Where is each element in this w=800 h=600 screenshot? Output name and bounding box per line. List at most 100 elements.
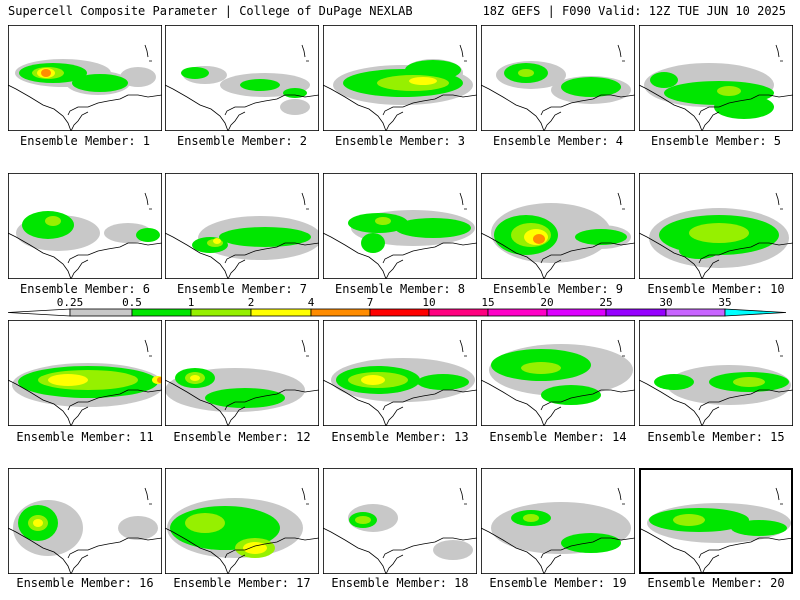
member-map-canvas xyxy=(8,468,162,574)
member-map-9[interactable] xyxy=(481,173,635,279)
scp-contour xyxy=(181,67,209,79)
color-scale-tick-label: 2 xyxy=(247,296,255,309)
color-scale-segment xyxy=(190,308,252,317)
scp-contour xyxy=(533,234,545,244)
coastline xyxy=(481,232,635,279)
scp-contour xyxy=(41,69,51,77)
color-scale-segment xyxy=(487,308,548,317)
map-frame xyxy=(165,173,319,279)
member-map-17[interactable] xyxy=(165,468,319,574)
valid-time: 18Z GEFS | F090 Valid: 12Z TUE JUN 10 20… xyxy=(482,4,786,18)
member-map-3[interactable] xyxy=(323,25,477,131)
scp-contour xyxy=(22,211,74,239)
scp-contour xyxy=(190,375,200,381)
color-scale-tick-label: 15 xyxy=(481,296,495,309)
map-frame xyxy=(323,173,477,279)
scp-contour xyxy=(72,74,128,92)
scp-contour xyxy=(654,374,694,390)
scp-contour xyxy=(243,542,267,554)
member-map-1[interactable] xyxy=(8,25,162,131)
member-map-19[interactable] xyxy=(481,468,635,574)
coastline xyxy=(8,84,162,131)
color-scale-tick-label: 4 xyxy=(307,296,315,309)
member-map-20[interactable] xyxy=(639,468,793,574)
member-map-4[interactable] xyxy=(481,25,635,131)
color-scale-segment xyxy=(428,308,489,317)
member-map-canvas xyxy=(165,25,319,131)
coastline xyxy=(165,527,319,574)
color-scale-min-arrow xyxy=(8,308,71,317)
color-scale-segment xyxy=(605,308,667,317)
member-map-canvas xyxy=(639,173,793,279)
color-scale-tick-label: 0.25 xyxy=(56,296,84,309)
scp-contour xyxy=(157,377,162,383)
coastline xyxy=(8,232,162,279)
scp-contour xyxy=(561,533,621,553)
coastline xyxy=(165,84,319,131)
member-map-5[interactable] xyxy=(639,25,793,131)
lake-outline xyxy=(617,44,625,62)
scp-contour xyxy=(575,229,627,245)
lake-outline xyxy=(459,339,467,357)
member-map-8[interactable] xyxy=(323,173,477,279)
member-map-canvas xyxy=(481,320,635,426)
member-map-14[interactable] xyxy=(481,320,635,426)
member-map-16[interactable] xyxy=(8,468,162,574)
color-scale-segment xyxy=(250,308,312,317)
scp-contour xyxy=(395,218,471,238)
member-map-canvas xyxy=(8,320,162,426)
member-label: Ensemble Member: 18 xyxy=(331,576,469,590)
lake-outline xyxy=(617,192,625,210)
member-map-10[interactable] xyxy=(639,173,793,279)
member-map-15[interactable] xyxy=(639,320,793,426)
lake-outline xyxy=(144,192,152,210)
member-label: Ensemble Member: 17 xyxy=(173,576,311,590)
map-frame xyxy=(639,468,793,574)
member-map-2[interactable] xyxy=(165,25,319,131)
color-scale-bar xyxy=(8,308,787,317)
member-map-canvas xyxy=(639,468,793,574)
member-map-canvas xyxy=(8,173,162,279)
member-map-canvas xyxy=(165,320,319,426)
lake-outline xyxy=(775,487,783,505)
member-map-12[interactable] xyxy=(165,320,319,426)
member-map-7[interactable] xyxy=(165,173,319,279)
scp-contour xyxy=(673,514,705,526)
scp-contour xyxy=(731,520,787,536)
member-map-18[interactable] xyxy=(323,468,477,574)
color-scale-tick-label: 30 xyxy=(659,296,673,309)
member-map-6[interactable] xyxy=(8,173,162,279)
member-map-canvas xyxy=(481,173,635,279)
member-map-canvas xyxy=(165,468,319,574)
member-map-canvas xyxy=(481,25,635,131)
scp-contour xyxy=(689,223,749,243)
color-scale-tick-label: 7 xyxy=(366,296,374,309)
scp-contour xyxy=(375,217,391,225)
member-label: Ensemble Member: 2 xyxy=(176,134,308,148)
lake-outline xyxy=(775,192,783,210)
map-frame xyxy=(8,468,162,574)
member-map-11[interactable] xyxy=(8,320,162,426)
lake-outline xyxy=(301,192,309,210)
map-frame xyxy=(323,25,477,131)
color-scale-segment xyxy=(546,308,607,317)
coastline xyxy=(639,84,793,131)
lake-outline xyxy=(617,339,625,357)
lake-outline xyxy=(459,192,467,210)
scp-contour xyxy=(733,377,765,387)
coastline xyxy=(481,527,635,574)
map-frame xyxy=(8,320,162,426)
map-frame xyxy=(8,25,162,131)
lake-outline xyxy=(144,339,152,357)
map-frame xyxy=(481,320,635,426)
member-label: Ensemble Member: 16 xyxy=(16,576,154,590)
scp-contour xyxy=(280,99,310,115)
color-scale-tick-label: 35 xyxy=(718,296,732,309)
member-map-13[interactable] xyxy=(323,320,477,426)
member-label: Ensemble Member: 12 xyxy=(173,430,311,444)
color-scale-segment xyxy=(665,308,726,317)
map-frame xyxy=(481,25,635,131)
map-frame xyxy=(323,468,477,574)
member-label: Ensemble Member: 14 xyxy=(489,430,627,444)
scp-contour xyxy=(523,514,539,522)
